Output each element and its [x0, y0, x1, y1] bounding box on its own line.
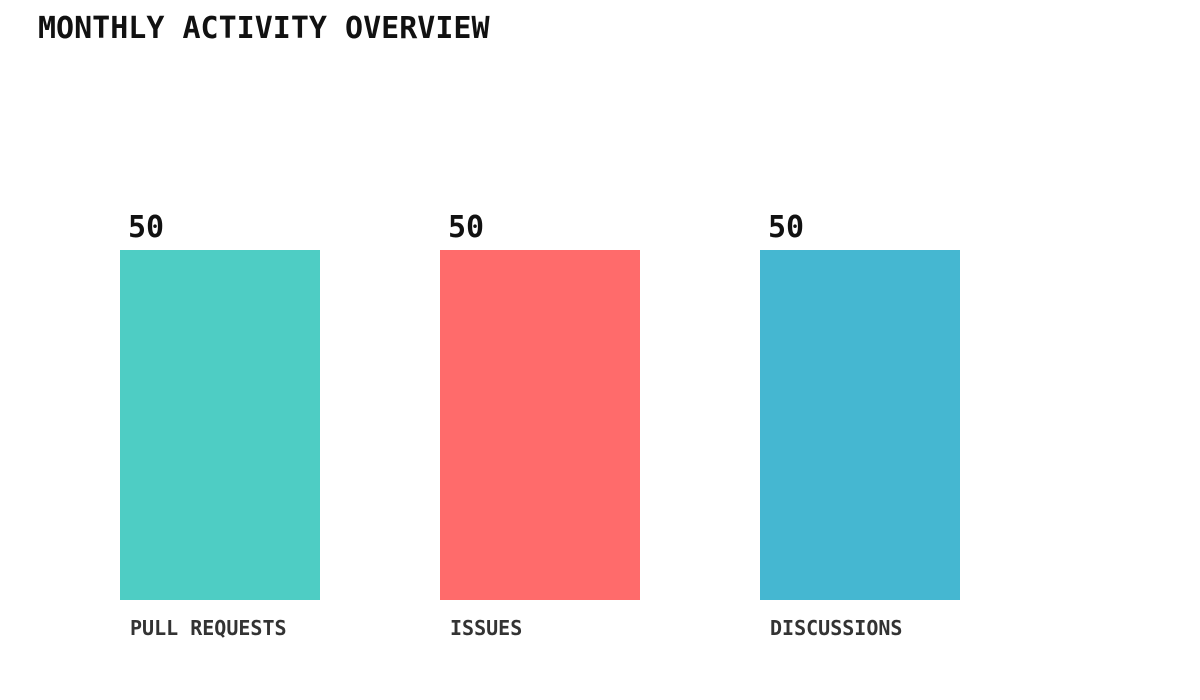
bar-value-label: 50: [128, 210, 165, 245]
bar-group-issues: 50 ISSUES: [440, 0, 640, 700]
bar-category-label: ISSUES: [450, 616, 523, 640]
bar-pull-requests: [120, 250, 320, 600]
bar-category-label: PULL REQUESTS: [130, 616, 287, 640]
bar-category-label: DISCUSSIONS: [770, 616, 903, 640]
chart-title: MONTHLY ACTIVITY OVERVIEW: [38, 11, 490, 46]
bar-group-discussions: 50 DISCUSSIONS: [760, 0, 960, 700]
bar-value-label: 50: [768, 210, 805, 245]
bar-discussions: [760, 250, 960, 600]
bar-group-pull-requests: 50 PULL REQUESTS: [120, 0, 320, 700]
bar-value-label: 50: [448, 210, 485, 245]
bar-issues: [440, 250, 640, 600]
